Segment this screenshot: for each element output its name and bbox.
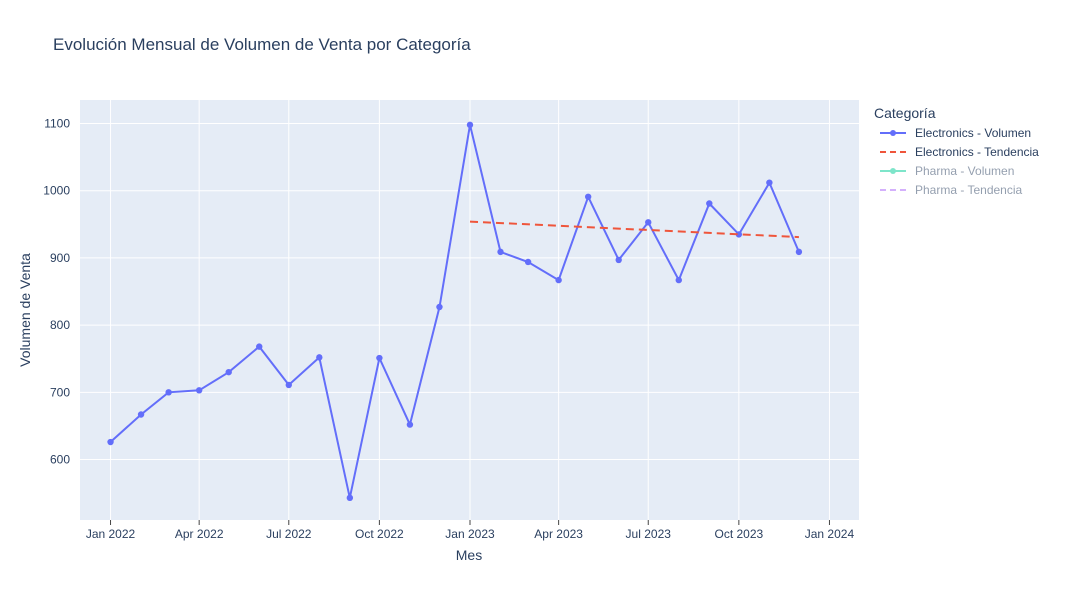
- legend-title: Categoría: [874, 105, 936, 121]
- data-point[interactable]: [675, 276, 682, 284]
- x-tick-label: Apr 2023: [534, 527, 583, 541]
- legend-item[interactable]: Pharma - Tendencia: [880, 183, 1023, 197]
- x-tick-label: Jul 2022: [266, 527, 312, 541]
- x-tick-label: Jan 2024: [805, 527, 855, 541]
- chart-title: Evolución Mensual de Volumen de Venta po…: [53, 35, 471, 54]
- data-point[interactable]: [555, 276, 562, 284]
- data-point[interactable]: [195, 387, 203, 394]
- data-point[interactable]: [346, 494, 354, 502]
- data-point[interactable]: [107, 438, 114, 446]
- data-point[interactable]: [225, 368, 232, 376]
- legend: Categoría Electronics - Volumen Electroni…: [874, 105, 1039, 197]
- y-tick-label: 1100: [44, 117, 70, 131]
- legend-label: Pharma - Tendencia: [915, 183, 1023, 197]
- y-axis-title: Volumen de Venta: [17, 253, 33, 367]
- data-point[interactable]: [524, 258, 532, 266]
- data-point[interactable]: [795, 248, 803, 256]
- legend-swatch-marker: [890, 168, 896, 174]
- data-point[interactable]: [706, 200, 713, 207]
- data-point[interactable]: [436, 303, 443, 311]
- x-tick-label: Jul 2023: [626, 527, 672, 541]
- grid: [80, 100, 859, 520]
- series-line-1[interactable]: [469, 220, 799, 239]
- legend-swatch-marker: [890, 130, 896, 136]
- data-point[interactable]: [137, 411, 145, 418]
- series-line-0[interactable]: [109, 124, 800, 499]
- x-tick-label: Oct 2023: [714, 527, 763, 541]
- x-tick-label: Oct 2022: [355, 527, 404, 541]
- legend-label: Electronics - Tendencia: [915, 145, 1039, 159]
- data-point[interactable]: [766, 179, 773, 186]
- data-point[interactable]: [615, 256, 622, 264]
- x-axis-ticks: Jan 2022 Apr 2022 Jul 2022 Oct 2022 Jan 2023…: [86, 520, 855, 541]
- legend-item[interactable]: Electronics - Tendencia: [880, 145, 1039, 159]
- data-point[interactable]: [497, 248, 504, 256]
- data-point[interactable]: [256, 343, 263, 350]
- data-point[interactable]: [735, 231, 743, 238]
- x-tick-label: Jan 2022: [86, 527, 136, 541]
- x-tick-label: Jan 2023: [445, 527, 495, 541]
- series: [107, 121, 803, 502]
- legend-label: Electronics - Volumen: [915, 126, 1031, 140]
- y-tick-label: 800: [50, 318, 70, 332]
- y-tick-label: 900: [50, 251, 70, 265]
- data-point[interactable]: [316, 354, 323, 361]
- legend-item[interactable]: Pharma - Volumen: [880, 164, 1014, 178]
- x-tick-label: Apr 2022: [175, 527, 224, 541]
- y-tick-label: 1000: [43, 184, 70, 198]
- legend-item[interactable]: Electronics - Volumen: [880, 126, 1031, 140]
- x-axis-title: Mes: [456, 547, 482, 563]
- y-axis-ticks: 600 700 800 900 1000 1100: [43, 117, 70, 467]
- data-point[interactable]: [584, 193, 592, 200]
- data-point[interactable]: [165, 389, 172, 396]
- data-point[interactable]: [406, 421, 414, 428]
- y-tick-label: 600: [50, 453, 70, 467]
- legend-label: Pharma - Volumen: [915, 164, 1014, 178]
- data-point[interactable]: [466, 121, 474, 129]
- data-point[interactable]: [645, 219, 652, 226]
- y-tick-label: 700: [50, 385, 70, 399]
- data-point[interactable]: [376, 354, 383, 362]
- data-point[interactable]: [285, 381, 292, 389]
